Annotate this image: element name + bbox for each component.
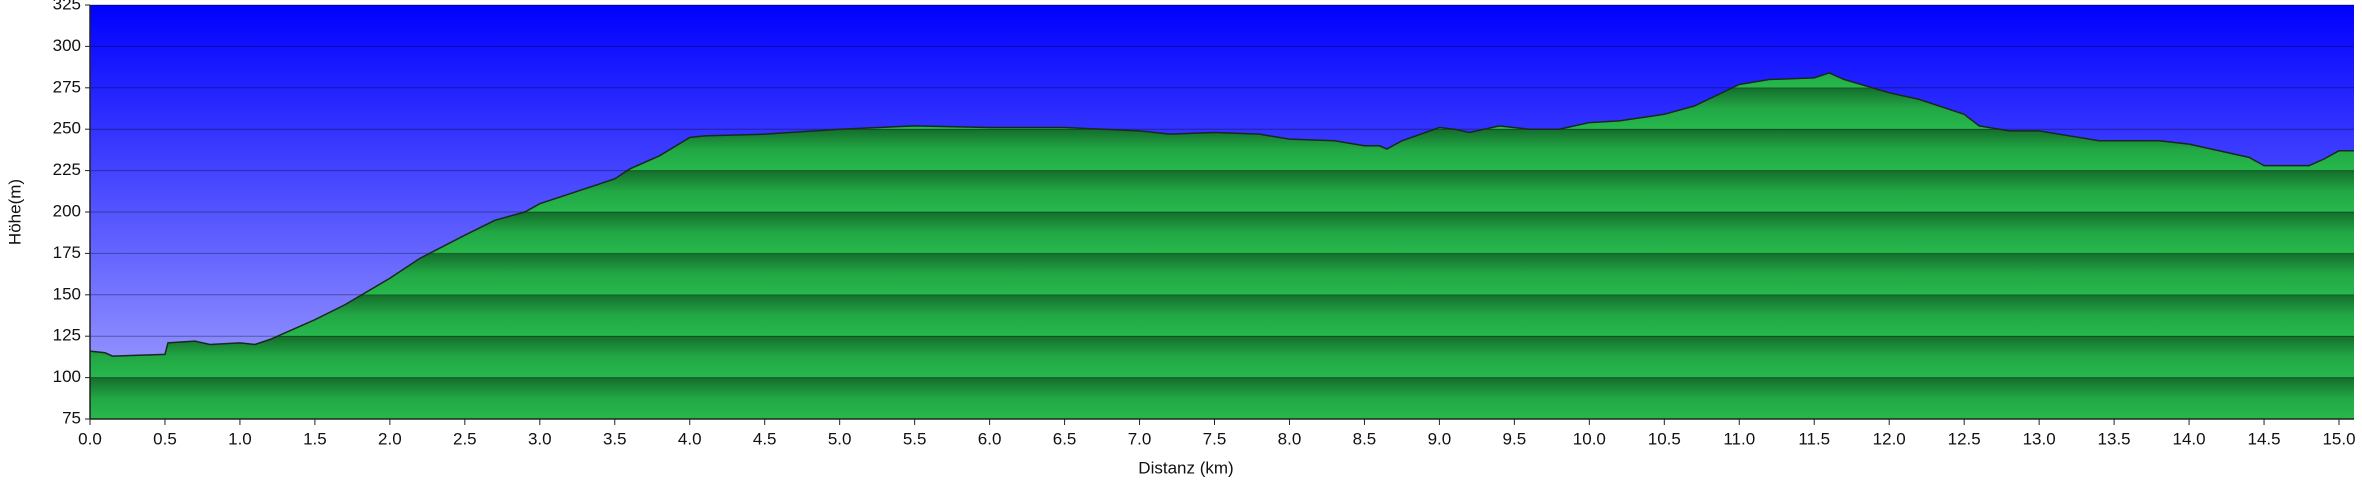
x-tick-label: 14.5 [2247, 429, 2280, 448]
x-tick-label: 2.0 [378, 429, 402, 448]
y-tick-label: 325 [53, 0, 81, 13]
x-tick-label: 5.5 [903, 429, 927, 448]
y-tick-label: 150 [53, 284, 81, 303]
elevation-line [89, 72, 2354, 357]
x-tick-label: 14.0 [2173, 429, 2206, 448]
x-tick-label: 11.5 [1798, 429, 1830, 448]
x-tick-label: 13.0 [2023, 429, 2056, 448]
x-tick-label: 2.5 [453, 429, 477, 448]
y-axis-title: Höhe(m) [5, 179, 24, 245]
x-tick-label: 11.0 [1723, 429, 1755, 448]
y-tick-label: 300 [53, 36, 81, 55]
x-tick-label: 10.5 [1648, 429, 1681, 448]
x-tick-label: 15.0 [2322, 429, 2355, 448]
x-tick-label: 9.0 [1428, 429, 1452, 448]
y-tick-label: 125 [53, 326, 81, 345]
x-axis-title: Distanz (km) [1138, 458, 1233, 477]
x-tick-label: 9.5 [1503, 429, 1527, 448]
x-tick-label: 6.0 [978, 429, 1002, 448]
x-tick-label: 12.5 [1948, 429, 1981, 448]
x-tick-label: 0.0 [78, 429, 102, 448]
x-tick-label: 10.0 [1573, 429, 1606, 448]
y-tick-label: 100 [53, 367, 81, 386]
y-tick-label: 275 [53, 77, 81, 96]
x-tick-label: 8.5 [1353, 429, 1377, 448]
x-tick-label: 1.0 [228, 429, 252, 448]
x-tick-label: 5.0 [828, 429, 852, 448]
x-tick-label: 7.5 [1203, 429, 1227, 448]
y-tick-label: 250 [53, 119, 81, 138]
x-tick-label: 3.5 [603, 429, 627, 448]
x-tick-label: 0.5 [153, 429, 177, 448]
y-tick-label: 175 [53, 243, 81, 262]
x-tick-label: 7.0 [1128, 429, 1152, 448]
x-tick-label: 8.0 [1278, 429, 1302, 448]
y-tick-label: 225 [53, 160, 81, 179]
x-tick-label: 12.0 [1873, 429, 1906, 448]
x-tick-label: 4.5 [753, 429, 777, 448]
x-tick-label: 13.5 [2098, 429, 2131, 448]
x-tick-label: 3.0 [528, 429, 552, 448]
x-tick-label: 4.0 [678, 429, 702, 448]
x-tick-label: 6.5 [1053, 429, 1077, 448]
x-tick-label: 1.5 [303, 429, 327, 448]
y-tick-label: 75 [62, 408, 81, 427]
y-tick-label: 200 [53, 201, 81, 220]
elevation-area [90, 72, 2354, 420]
